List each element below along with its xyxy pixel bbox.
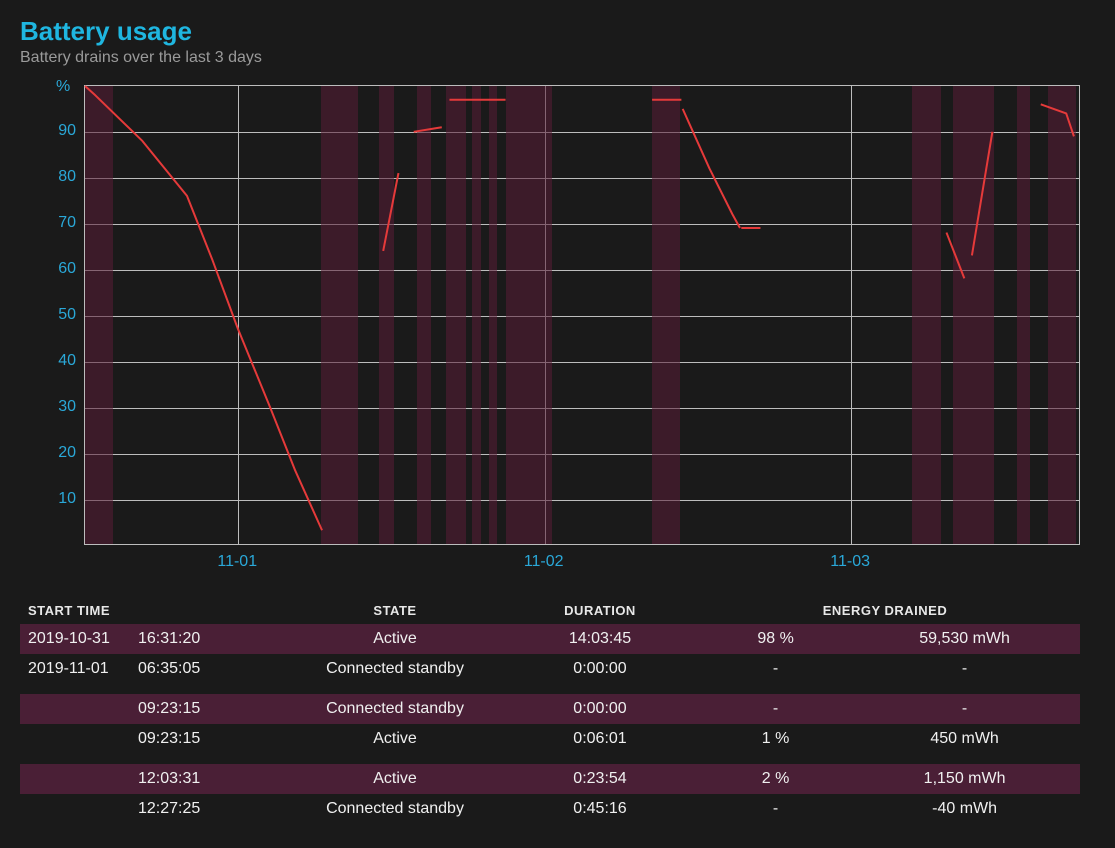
cell-energy-pct: 1 % bbox=[696, 730, 855, 748]
cell-start-time: 12:27:25 bbox=[138, 800, 228, 818]
cell-energy-mwh: 59,530 mWh bbox=[855, 630, 1074, 648]
y-tick-label: 90 bbox=[52, 122, 76, 140]
table-row: 12:03:31Active0:23:542 %1,150 mWh bbox=[20, 764, 1080, 794]
page-subtitle: Battery drains over the last 3 days bbox=[20, 49, 1095, 67]
cell-start-date: 2019-10-31 bbox=[28, 630, 138, 648]
cell-start-time: 09:23:15 bbox=[138, 700, 228, 718]
cell-state: Connected standby bbox=[280, 700, 510, 718]
cell-energy-mwh: - bbox=[855, 700, 1074, 718]
cell-duration: 0:45:16 bbox=[510, 800, 690, 818]
cell-energy-mwh: -40 mWh bbox=[855, 800, 1074, 818]
y-tick-label: 40 bbox=[52, 352, 76, 370]
cell-energy: 2 %1,150 mWh bbox=[690, 770, 1080, 788]
chart-plot-area bbox=[84, 85, 1080, 545]
col-header-duration: DURATION bbox=[510, 603, 690, 618]
col-header-state: STATE bbox=[280, 603, 510, 618]
cell-duration: 0:06:01 bbox=[510, 730, 690, 748]
y-tick-label: 60 bbox=[52, 260, 76, 278]
cell-start: 2019-10-3116:31:20 bbox=[20, 630, 280, 648]
y-axis-unit: % bbox=[56, 78, 70, 96]
battery-usage-chart: %10203040506070809011-0111-0211-03 bbox=[20, 85, 1080, 585]
cell-energy: 1 %450 mWh bbox=[690, 730, 1080, 748]
cell-start: 2019-11-0106:35:05 bbox=[20, 660, 280, 678]
battery-report-page: Battery usage Battery drains over the la… bbox=[0, 0, 1115, 848]
cell-energy: --40 mWh bbox=[690, 800, 1080, 818]
y-tick-label: 80 bbox=[52, 168, 76, 186]
table-row: 12:27:25 Connected standby0:45:16--40 mWh bbox=[20, 794, 1080, 824]
cell-start: 12:27:25 bbox=[20, 800, 280, 818]
drain-table: START TIME STATE DURATION ENERGY DRAINED… bbox=[20, 599, 1080, 824]
table-row: 2019-10-3116:31:20Active14:03:4598 %59,5… bbox=[20, 624, 1080, 654]
table-row: 09:23:15Active0:06:011 %450 mWh bbox=[20, 724, 1080, 754]
table-group: 09:23:15Connected standby0:00:00--09:23:… bbox=[20, 694, 1080, 754]
cell-energy: -- bbox=[690, 660, 1080, 678]
cell-duration: 14:03:45 bbox=[510, 630, 690, 648]
cell-start-date bbox=[28, 770, 138, 788]
x-tick-label: 11-03 bbox=[830, 553, 870, 571]
cell-start-time: 06:35:05 bbox=[138, 660, 228, 678]
cell-energy-pct: - bbox=[696, 660, 855, 678]
cell-energy-pct: 2 % bbox=[696, 770, 855, 788]
y-tick-label: 30 bbox=[52, 398, 76, 416]
table-group: 2019-10-3116:31:20Active14:03:4598 %59,5… bbox=[20, 624, 1080, 684]
x-tick-label: 11-01 bbox=[217, 553, 257, 571]
cell-energy-mwh: 1,150 mWh bbox=[855, 770, 1074, 788]
cell-energy-pct: 98 % bbox=[696, 630, 855, 648]
cell-start: 12:03:31 bbox=[20, 770, 280, 788]
cell-state: Connected standby bbox=[280, 800, 510, 818]
cell-start-date bbox=[28, 800, 138, 818]
cell-start: 09:23:15 bbox=[20, 730, 280, 748]
cell-start-date bbox=[28, 730, 138, 748]
chart-lines bbox=[85, 86, 1079, 544]
cell-state: Connected standby bbox=[280, 660, 510, 678]
y-tick-label: 10 bbox=[52, 490, 76, 508]
col-header-energy: ENERGY DRAINED bbox=[690, 603, 1080, 618]
x-tick-label: 11-02 bbox=[524, 553, 564, 571]
cell-energy: 98 %59,530 mWh bbox=[690, 630, 1080, 648]
cell-start-time: 09:23:15 bbox=[138, 730, 228, 748]
cell-start-date bbox=[28, 700, 138, 718]
y-tick-label: 70 bbox=[52, 214, 76, 232]
cell-energy-mwh: - bbox=[855, 660, 1074, 678]
cell-duration: 0:00:00 bbox=[510, 700, 690, 718]
table-body: 2019-10-3116:31:20Active14:03:4598 %59,5… bbox=[20, 624, 1080, 824]
table-header-row: START TIME STATE DURATION ENERGY DRAINED bbox=[20, 599, 1080, 624]
cell-start-date: 2019-11-01 bbox=[28, 660, 138, 678]
table-row: 2019-11-0106:35:05Connected standby0:00:… bbox=[20, 654, 1080, 684]
cell-energy-mwh: 450 mWh bbox=[855, 730, 1074, 748]
cell-state: Active bbox=[280, 770, 510, 788]
cell-start: 09:23:15 bbox=[20, 700, 280, 718]
cell-energy-pct: - bbox=[696, 700, 855, 718]
cell-start-time: 16:31:20 bbox=[138, 630, 228, 648]
cell-energy: -- bbox=[690, 700, 1080, 718]
col-header-start-time: START TIME bbox=[20, 603, 280, 618]
cell-start-time: 12:03:31 bbox=[138, 770, 228, 788]
y-tick-label: 50 bbox=[52, 306, 76, 324]
cell-energy-pct: - bbox=[696, 800, 855, 818]
y-tick-label: 20 bbox=[52, 444, 76, 462]
table-group: 12:03:31Active0:23:542 %1,150 mWh12:27:2… bbox=[20, 764, 1080, 824]
cell-duration: 0:23:54 bbox=[510, 770, 690, 788]
cell-state: Active bbox=[280, 630, 510, 648]
cell-state: Active bbox=[280, 730, 510, 748]
cell-duration: 0:00:00 bbox=[510, 660, 690, 678]
page-title: Battery usage bbox=[20, 16, 1095, 47]
table-row: 09:23:15Connected standby0:00:00-- bbox=[20, 694, 1080, 724]
